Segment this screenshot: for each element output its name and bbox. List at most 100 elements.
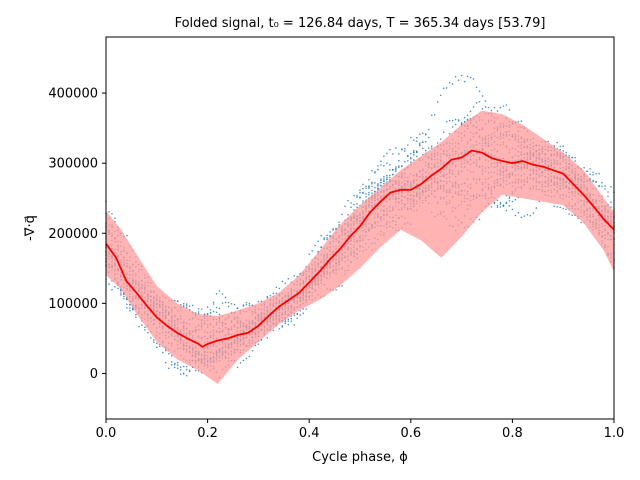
scatter-point bbox=[182, 372, 185, 375]
scatter-point bbox=[293, 314, 296, 317]
scatter-point bbox=[451, 126, 454, 128]
scatter-point bbox=[218, 313, 221, 316]
scatter-point bbox=[499, 203, 502, 205]
scatter-point bbox=[362, 192, 364, 195]
scatter-point bbox=[424, 140, 427, 143]
scatter-point bbox=[412, 151, 415, 153]
scatter-point bbox=[365, 187, 367, 190]
scatter-point bbox=[374, 190, 376, 193]
scatter-point bbox=[523, 215, 526, 217]
scatter-point bbox=[371, 169, 373, 172]
scatter-point bbox=[182, 305, 185, 307]
scatter-point bbox=[182, 302, 185, 305]
scatter-point bbox=[188, 370, 191, 373]
scatter-point bbox=[454, 118, 457, 121]
scatter-point bbox=[404, 160, 406, 163]
scatter-point bbox=[389, 176, 391, 179]
scatter-point bbox=[445, 120, 448, 123]
scatter-point bbox=[592, 171, 594, 174]
scatter-point bbox=[481, 107, 484, 110]
scatter-point bbox=[185, 368, 188, 371]
scatter-point bbox=[412, 159, 415, 161]
scatter-point bbox=[129, 309, 131, 312]
scatter-point bbox=[164, 361, 167, 364]
scatter-point bbox=[245, 357, 248, 360]
scatter-point bbox=[281, 280, 284, 283]
scatter-point bbox=[314, 244, 316, 247]
scatter-point bbox=[389, 169, 391, 171]
scatter-point bbox=[490, 206, 493, 208]
scatter-point bbox=[299, 309, 302, 312]
scatter-point bbox=[505, 209, 508, 212]
scatter-point bbox=[356, 203, 358, 205]
scatter-point bbox=[607, 191, 609, 193]
scatter-point bbox=[308, 253, 311, 255]
scatter-point bbox=[532, 212, 535, 214]
scatter-point bbox=[592, 180, 594, 183]
scatter-point bbox=[365, 193, 367, 195]
scatter-point bbox=[472, 106, 475, 108]
y-axis-ticks: 0 100000 200000 300000 400000 bbox=[48, 87, 106, 382]
scatter-point bbox=[302, 308, 305, 310]
scatter-point bbox=[362, 187, 364, 190]
scatter-point bbox=[586, 170, 588, 172]
scatter-point bbox=[156, 346, 158, 349]
scatter-point bbox=[179, 368, 182, 371]
scatter-point bbox=[499, 106, 502, 109]
scatter-point bbox=[239, 362, 242, 364]
y-tick-label: 100000 bbox=[48, 297, 98, 312]
scatter-point bbox=[114, 217, 116, 219]
scatter-point bbox=[287, 320, 290, 322]
scatter-point bbox=[126, 303, 128, 306]
scatter-point bbox=[583, 166, 585, 169]
scatter-point bbox=[556, 141, 559, 144]
scatter-point bbox=[421, 147, 424, 150]
scatter-point bbox=[278, 287, 281, 290]
scatter-point bbox=[224, 296, 227, 299]
scatter-point bbox=[254, 344, 257, 347]
scatter-point bbox=[347, 199, 349, 202]
x-tick-label: 0.4 bbox=[299, 426, 320, 441]
scatter-point bbox=[383, 155, 385, 158]
scatter-point bbox=[305, 308, 308, 310]
scatter-point bbox=[144, 329, 146, 331]
mean-line bbox=[105, 149, 615, 348]
scatter-point bbox=[526, 213, 529, 216]
scatter-point bbox=[185, 305, 188, 307]
scatter-point bbox=[317, 240, 319, 243]
scatter-point bbox=[571, 214, 573, 216]
scatter-point bbox=[386, 176, 388, 179]
scatter-point bbox=[320, 234, 322, 237]
scatter-point bbox=[460, 122, 463, 124]
scatter-point bbox=[517, 211, 520, 214]
scatter-point bbox=[386, 178, 388, 181]
y-axis-label: -∇⃗·q⃗ bbox=[23, 215, 38, 241]
scatter-point bbox=[377, 183, 379, 185]
scatter-point bbox=[248, 304, 251, 307]
scatter-point bbox=[475, 86, 478, 89]
scatter-point bbox=[170, 354, 173, 357]
scatter-point bbox=[212, 301, 215, 304]
scatter-point bbox=[153, 341, 155, 344]
scatter-point bbox=[484, 100, 487, 102]
scatter-point bbox=[114, 285, 116, 288]
scatter-point bbox=[129, 307, 131, 309]
scatter-point bbox=[511, 208, 514, 211]
scatter-point bbox=[386, 162, 388, 164]
scatter-point bbox=[481, 95, 484, 97]
scatter-point bbox=[350, 206, 352, 209]
scatter-point bbox=[111, 213, 113, 215]
scatter-point bbox=[257, 300, 260, 303]
scatter-point bbox=[272, 329, 275, 332]
scatter-point bbox=[383, 175, 385, 178]
scatter-point bbox=[538, 200, 541, 203]
scatter-point bbox=[179, 366, 182, 368]
scatter-point bbox=[281, 326, 284, 328]
scatter-point bbox=[185, 303, 188, 305]
y-tick-label: 0 bbox=[90, 367, 98, 382]
scatter-point bbox=[430, 145, 433, 148]
x-tick-label: 0.8 bbox=[502, 426, 523, 441]
scatter-point bbox=[123, 295, 125, 298]
scatter-point bbox=[496, 206, 499, 208]
scatter-point bbox=[439, 94, 442, 97]
